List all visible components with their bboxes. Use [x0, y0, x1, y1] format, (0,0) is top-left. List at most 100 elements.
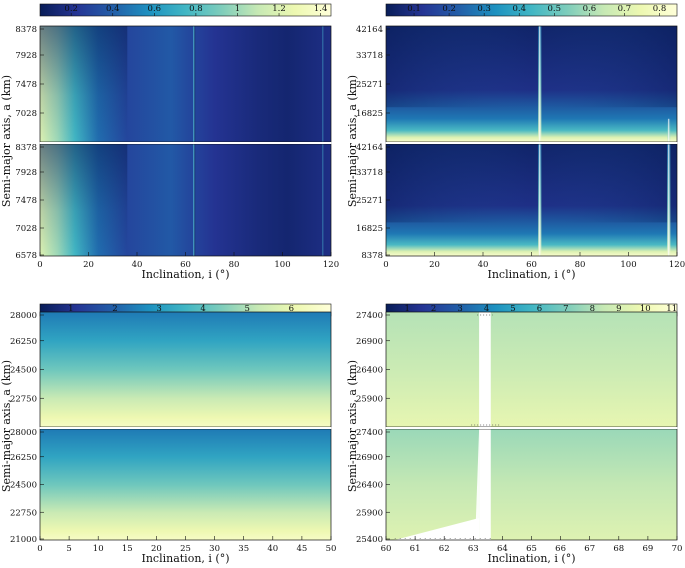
panel-bottom-left: 1 2 3 4 5 62800026250245002275028000262502450… [0, 303, 337, 565]
colorbar-tick-label: 1 [235, 4, 240, 14]
y-tick-label: 8378 [15, 25, 37, 35]
x-tick-label: 45 [296, 544, 307, 554]
y-tick-label: 25271 [356, 80, 383, 90]
colorbar-tick-label: 0.2 [442, 4, 456, 14]
y-tick-label: 26900 [356, 453, 383, 463]
heatmap-field [386, 144, 677, 256]
heatmap-field [40, 26, 331, 142]
x-tick-label: 40 [267, 544, 278, 554]
heatmap-field [386, 312, 677, 427]
colorbar-tick-label: 7 [563, 304, 568, 314]
subplot-divider [40, 142, 331, 144]
panel-bottom-right: 1 2 3 4 5 6 7 8 9 10 11274002690026400259002740026… [346, 303, 682, 565]
panel-top-right: 0.1 0.2 0.3 0.4 0.5 0.6 0.7 0.8 42164 33718 25271 1… [346, 3, 685, 281]
x-tick-label: 50 [326, 544, 337, 554]
colorbar-tick-label: 3 [156, 304, 161, 314]
panel-top-left: 0.2 0.4 0.6 0.8 1 1.2 1.4 8378 7928 7478 7028 8378 7… [0, 3, 339, 281]
x-tick-label: 20 [83, 260, 94, 270]
x-tick-label: 35 [238, 544, 249, 554]
x-tick-label: 40 [478, 260, 489, 270]
y-tick-label: 6578 [15, 251, 37, 261]
colorbar-tick-label: 0.1 [407, 4, 421, 14]
y-tick-label: 7928 [15, 168, 37, 178]
y-tick-label: 8378 [361, 251, 383, 261]
colorbar [385, 3, 678, 17]
y-tick-label: 42164 [356, 143, 383, 153]
colorbar-tick-label: 1 [68, 304, 73, 314]
y-tick-label: 22750 [10, 508, 37, 518]
y-tick-label: 7028 [15, 109, 37, 119]
x-tick-label: 120 [323, 260, 339, 270]
y-tick-label: 22750 [10, 394, 37, 404]
x-tick-label: 0 [37, 260, 42, 270]
x-tick-label: 40 [132, 260, 143, 270]
heatmap-field [386, 429, 677, 540]
y-axis-label: Semi-major axis, a (km) [0, 75, 13, 207]
x-tick-label: 100 [274, 260, 290, 270]
colorbar-tick-label: 1.4 [314, 4, 328, 14]
x-axis-label: Inclination, i (°) [141, 268, 229, 281]
y-tick-label: 27400 [356, 311, 383, 321]
colorbar-tick-label: 3 [457, 304, 462, 314]
subplot-divider [386, 427, 677, 429]
y-tick-label: 25400 [356, 535, 383, 545]
colorbar-tick-label: 10 [640, 304, 651, 314]
colorbar-tick-label: 0.8 [653, 4, 667, 14]
colorbar-tick-label: 0.4 [512, 4, 526, 14]
colorbar-tick-label: 5 [245, 304, 250, 314]
x-axis-label: Inclination, i (°) [487, 552, 575, 565]
x-tick-label: 65 [526, 544, 537, 554]
x-tick-label: 60 [180, 260, 191, 270]
colorbar-tick-label: 9 [616, 304, 621, 314]
white-band [479, 429, 491, 540]
colorbar-tick-label: 6 [537, 304, 542, 314]
y-tick-label: 16825 [356, 224, 383, 234]
x-tick-label: 100 [620, 260, 636, 270]
y-axis-label: Semi-major axis, a (km) [346, 75, 359, 207]
x-tick-label: 63 [468, 544, 479, 554]
y-tick-label: 26400 [356, 366, 383, 376]
heatmap-field [40, 429, 331, 540]
x-tick-label: 68 [613, 544, 624, 554]
x-tick-label: 0 [37, 544, 42, 554]
x-tick-label: 0 [383, 260, 388, 270]
colorbar-tick-label: 1.2 [272, 4, 286, 14]
y-tick-label: 7028 [15, 224, 37, 234]
y-tick-label: 25900 [356, 508, 383, 518]
x-tick-label: 120 [669, 260, 685, 270]
x-tick-label: 80 [575, 260, 586, 270]
y-tick-label: 33718 [356, 168, 383, 178]
colorbar-tick-label: 0.4 [106, 4, 120, 14]
x-tick-label: 62 [439, 544, 450, 554]
y-tick-label: 33718 [356, 51, 383, 61]
x-tick-label: 61 [410, 544, 421, 554]
y-tick-label: 7928 [15, 51, 37, 61]
y-tick-label: 21000 [10, 535, 37, 545]
x-tick-label: 20 [429, 260, 440, 270]
colorbar-tick-label: 0.2 [64, 4, 78, 14]
y-tick-label: 26900 [356, 337, 383, 347]
y-axis-label: Semi-major axis, a (km) [346, 360, 359, 492]
x-axis-label: Inclination, i (°) [141, 552, 229, 565]
y-tick-label: 26400 [356, 481, 383, 491]
y-tick-label: 7478 [15, 80, 37, 90]
heatmap-field [386, 26, 677, 142]
y-tick-label: 28000 [10, 311, 37, 321]
x-tick-label: 66 [555, 544, 566, 554]
x-tick-label: 15 [122, 544, 133, 554]
colorbar-tick-label: 2 [112, 304, 117, 314]
y-tick-label: 28000 [10, 428, 37, 438]
subplot-divider [386, 142, 677, 144]
colorbar-tick-label: 11 [666, 304, 677, 314]
x-tick-label: 64 [497, 544, 508, 554]
colorbar-tick-label: 8 [590, 304, 595, 314]
x-tick-label: 60 [526, 260, 537, 270]
x-tick-label: 20 [151, 544, 162, 554]
x-tick-label: 25 [180, 544, 191, 554]
y-tick-label: 24500 [10, 481, 37, 491]
y-axis-label: Semi-major axis, a (km) [0, 360, 13, 492]
colorbar-tick-label: 2 [431, 304, 436, 314]
y-tick-label: 25271 [356, 196, 383, 206]
x-tick-label: 60 [381, 544, 392, 554]
